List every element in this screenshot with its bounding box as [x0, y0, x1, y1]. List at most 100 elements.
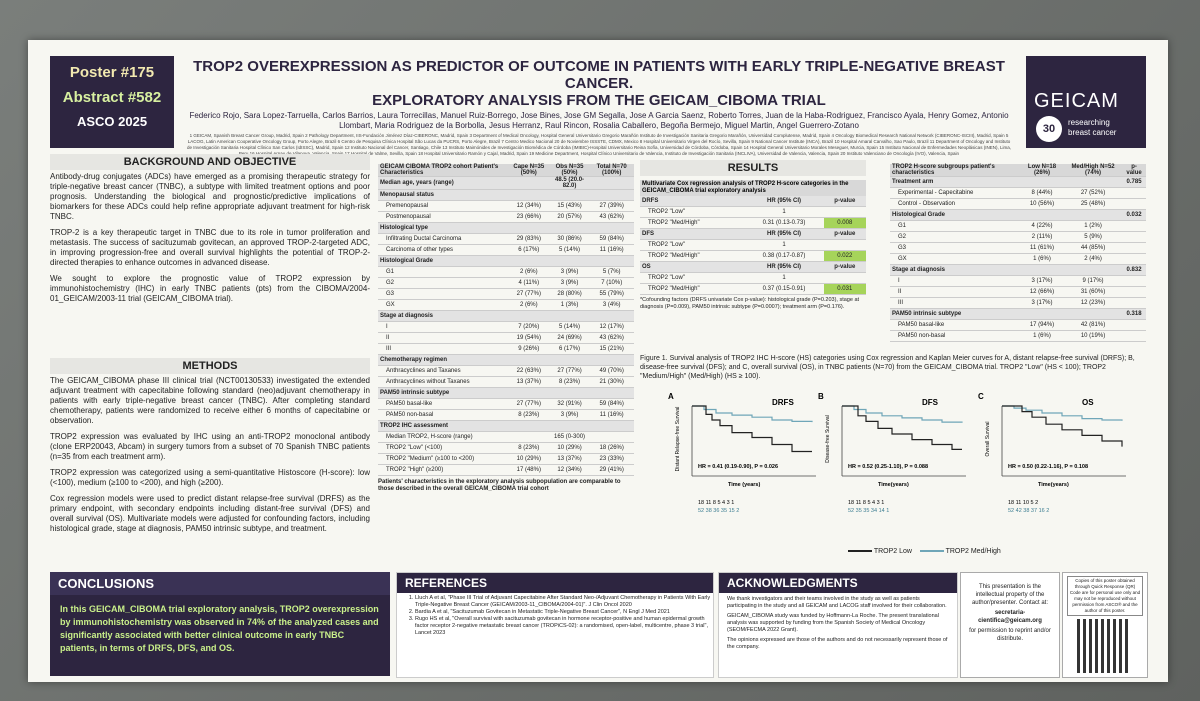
table1-cell: 7 (10%)	[589, 277, 634, 289]
table1-cell: 48.5 (20.0-82.0)	[549, 176, 590, 190]
table2-cell: III	[890, 297, 1021, 309]
cox-table: DRFS HR (95% CI) p-value TROP2 "Low" 1 TROP2 …	[640, 196, 866, 295]
table1-row: Premenopausal 12 (34%) 15 (43%) 27 (39%)	[378, 200, 634, 212]
table1-cell: 13 (37%)	[507, 376, 550, 388]
table1-cell: Carcinoma of other types	[378, 244, 508, 256]
table2-cell: PAM50 intrinsic subtype	[890, 308, 1021, 320]
table1-cell: 8 (23%)	[507, 409, 550, 421]
km-ylabel: Disease-free Survival	[825, 415, 831, 463]
subgroup-table-block: TROP2 H-score subgroups patient's charac…	[890, 164, 1146, 342]
table1-cell: 27 (77%)	[549, 365, 590, 377]
km-risk-high: 52 42 38 37 16 2	[1008, 508, 1050, 514]
contact-email[interactable]: secretaria-cientifica@geicam.org	[978, 610, 1042, 624]
table1-cell: 12 (17%)	[589, 321, 634, 333]
table1-cell: PAM50 intrinsic subtype	[378, 387, 508, 399]
table1-cell: 1 (3%)	[549, 299, 590, 311]
references-heading: REFERENCES	[397, 573, 713, 593]
table2-cell: 3 (17%)	[1020, 297, 1064, 309]
cox-p-header: p-value	[823, 196, 866, 207]
background-text: Antibody-drug conjugates (ADCs) have eme…	[50, 170, 370, 358]
table1-cell: G3	[378, 288, 508, 300]
table1-cell	[507, 431, 550, 443]
table2-row: G3 11 (61%) 44 (85%)	[890, 242, 1146, 254]
table1-cell: 27 (77%)	[507, 288, 550, 300]
table1-row: III 9 (26%) 6 (17%) 15 (21%)	[378, 343, 634, 355]
km-risk-low: 18 11 10 5 2	[1008, 500, 1039, 506]
property-notice: This presentation is the intellectual pr…	[960, 572, 1060, 678]
table1-row: GX 2 (6%) 1 (3%) 3 (4%)	[378, 299, 634, 311]
characteristics-table-block: GEICAM CIBOMA TROP2 cohort Patient's Cha…	[378, 164, 634, 493]
km-title: DRFS	[772, 398, 794, 407]
logo-text: GEICAM	[1034, 90, 1119, 112]
acknowledgments-box: ACKNOWLEDGMENTS We thank investigators a…	[718, 572, 958, 678]
ack-p1: We thank investigators and their teams i…	[727, 596, 947, 609]
table1-header-1: Cape N=35 (50%)	[507, 164, 550, 177]
author-list: Federico Rojo, Sara Lopez-Tarruella, Car…	[189, 111, 1009, 130]
table1-cell	[507, 189, 550, 201]
background-p1: Antibody-drug conjugates (ADCs) have eme…	[50, 172, 370, 221]
km-plot-dfs: B DFS Disease-free Survival HR = 0.52 (0.25…	[818, 388, 972, 538]
methods-p1: The GEICAM_CIBOMA phase III clinical tri…	[50, 376, 370, 425]
logo-tagline: researching breast cancer	[1068, 118, 1116, 138]
table1-cell: 7 (20%)	[507, 321, 550, 333]
table1-cell: 10 (29%)	[549, 442, 590, 454]
table2-header-1: Low N=18 (26%)	[1020, 164, 1064, 177]
cox-endpoint-row: DRFS HR (95% CI) p-value	[640, 196, 866, 207]
characteristics-table: GEICAM CIBOMA TROP2 cohort Patient's Cha…	[378, 164, 634, 476]
table2-cell: 17 (94%)	[1020, 319, 1064, 331]
table1-row: G1 2 (6%) 3 (9%) 5 (7%)	[378, 266, 634, 278]
table1-cell: 11 (16%)	[589, 244, 634, 256]
table1-cell: 30 (86%)	[549, 233, 590, 245]
table2-header-2: Med/High N=52 (74%)	[1063, 164, 1123, 177]
left-column: BACKGROUND AND OBJECTIVE Antibody-drug c…	[50, 154, 370, 570]
cox-endpoint: OS	[640, 261, 745, 273]
table2-cell: 44 (85%)	[1063, 242, 1123, 254]
cox-endpoint: DRFS	[640, 196, 745, 207]
table2-cell: 2 (4%)	[1063, 253, 1123, 265]
acknowledgments-heading: ACKNOWLEDGMENTS	[719, 573, 957, 593]
table1-cell: Premenopausal	[378, 200, 508, 212]
table2-header-3: p-value	[1122, 164, 1146, 177]
table1-cell	[589, 354, 634, 366]
table2-cell	[1020, 176, 1064, 188]
table1-row: Chemotherapy regimen	[378, 354, 634, 366]
table2-cell	[1122, 242, 1146, 254]
legend-low-swatch	[848, 550, 872, 553]
table2-cell	[1122, 297, 1146, 309]
qr-code-icon[interactable]	[1077, 619, 1131, 673]
table1-cell: 23 (33%)	[589, 453, 634, 465]
table1-row: Histological Grade	[378, 255, 634, 267]
table2-row: III 3 (17%) 12 (23%)	[890, 297, 1146, 309]
table1-row: II 19 (54%) 24 (69%) 43 (62%)	[378, 332, 634, 344]
reference-3: Rugo HS et al, "Overall survival with sa…	[415, 616, 713, 637]
cox-p-header: p-value	[823, 228, 866, 240]
cox-low-hr: 1	[744, 206, 824, 218]
table2-cell: Treatment arm	[890, 176, 1021, 188]
km-plot-os: C OS Overall Survival HR = 0.50 (0.22-1.16)…	[978, 388, 1132, 538]
table1-cell: Menopausal status	[378, 189, 508, 201]
table2-cell	[1122, 275, 1146, 287]
methods-heading: METHODS	[50, 358, 370, 374]
affiliations: 1 GEICAM, Spanish Breast Cancer Group, M…	[187, 133, 1011, 156]
table1-cell: Median age, years (range)	[378, 176, 508, 190]
cox-low-row: TROP2 "Low" 1	[640, 272, 866, 284]
table1-cell: 13 (37%)	[549, 453, 590, 465]
table2-cell: 3 (17%)	[1020, 275, 1064, 287]
table2-cell: I	[890, 275, 1021, 287]
abstract-number: Abstract #582	[62, 89, 162, 106]
legend-high-label: TROP2 Med/High	[945, 548, 1001, 555]
table2-header-0: TROP2 H-score subgroups patient's charac…	[890, 164, 1021, 177]
table2-row: G2 2 (11%) 5 (9%)	[890, 231, 1146, 243]
logo-tagline-2: breast cancer	[1068, 128, 1117, 137]
cox-low-label: TROP2 "Low"	[640, 272, 745, 284]
table1-cell	[507, 354, 550, 366]
table1-cell: 8 (23%)	[507, 442, 550, 454]
table1-cell: 55 (79%)	[589, 288, 634, 300]
table2-cell: 4 (22%)	[1020, 220, 1064, 232]
table1-cell	[549, 310, 590, 322]
cox-med-row: TROP2 "Med/High" 0.31 (0.13-0.73) 0.008	[640, 217, 866, 229]
table1-row: Menopausal status	[378, 189, 634, 201]
conclusions-text: In this GEICAM_CIBOMA trial exploratory …	[60, 604, 379, 653]
km-curve-low	[1002, 405, 1123, 447]
